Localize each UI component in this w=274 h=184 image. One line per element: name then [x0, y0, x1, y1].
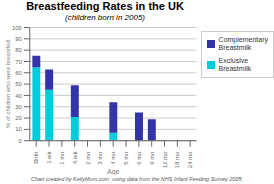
svg-text:Age: Age: [107, 168, 119, 175]
svg-text:5 mo: 5 mo: [123, 151, 129, 165]
svg-text:24 mo: 24 mo: [187, 151, 193, 168]
svg-text:2 mo: 2 mo: [85, 151, 91, 165]
svg-text:60: 60: [15, 70, 22, 76]
html-text:Exclusive Breastmilk: Exclusive Breastmilk: [218, 57, 252, 72]
svg-text:20: 20: [15, 115, 22, 121]
svg-text:100: 100: [12, 25, 23, 31]
svg-text:18 mo: 18 mo: [174, 151, 180, 168]
svg-text:6 mo: 6 mo: [136, 151, 142, 165]
svg-text:4 mo: 4 mo: [110, 151, 116, 165]
svg-text:Birth: Birth: [33, 152, 39, 164]
svg-text:10: 10: [15, 126, 22, 132]
svg-text:80: 80: [15, 47, 22, 53]
svg-text:70: 70: [15, 59, 22, 65]
html-text:(children born in 2005): (children born in 2005): [65, 13, 145, 22]
svg-text:40: 40: [15, 93, 22, 99]
html-text:Chart created by KellyMom.com: Chart created by KellyMom.com using data…: [30, 176, 244, 182]
svg-text:1 wk: 1 wk: [46, 152, 52, 164]
svg-text:1 mo: 1 mo: [59, 151, 65, 165]
svg-text:9 mo: 9 mo: [149, 151, 155, 165]
svg-text:% of children who were breastf: % of children who were breastfed: [8, 40, 11, 128]
svg-text:3 mo: 3 mo: [97, 151, 103, 165]
html-text:Complementary Breastmilk: Complementary Breastmilk: [218, 36, 268, 51]
svg-text:50: 50: [15, 81, 22, 87]
html-text:Breastfeeding Rates in the UK: Breastfeeding Rates in the UK: [26, 0, 184, 12]
svg-text:30: 30: [15, 104, 22, 110]
svg-text:12 mo: 12 mo: [162, 151, 168, 168]
svg-text:6 wk: 6 wk: [72, 152, 78, 164]
svg-text:0: 0: [19, 138, 23, 144]
svg-text:90: 90: [15, 36, 22, 42]
